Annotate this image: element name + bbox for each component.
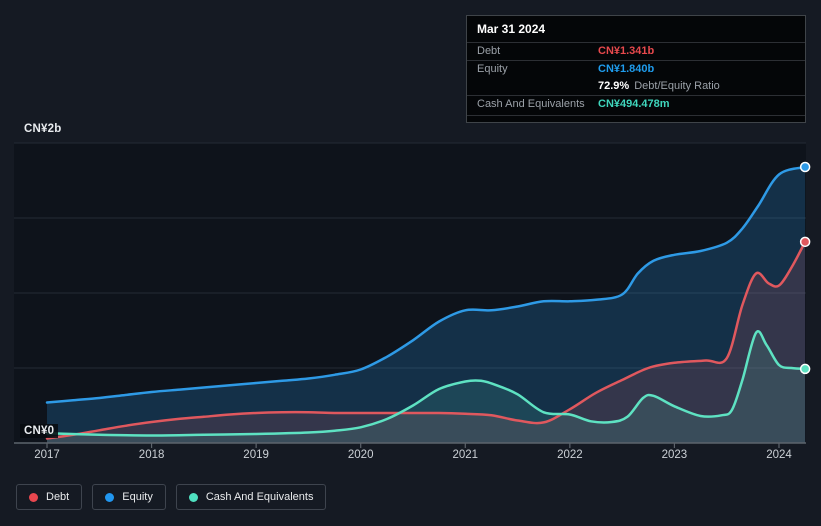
legend-label-cash: Cash And Equivalents [205, 491, 314, 503]
debt-dot-icon [29, 492, 38, 502]
debt-end-marker [799, 236, 811, 248]
tooltip-ratio-label: Debt/Equity Ratio [634, 80, 720, 92]
tooltip-debt-label: Debt [477, 45, 501, 57]
hover-tooltip: Mar 31 2024 Debt CN¥1.341b Equity CN¥1.8… [466, 15, 806, 123]
x-tick-label-2024: 2024 [766, 449, 792, 461]
cash-and-equivalents-area [47, 331, 806, 443]
cash-dot-icon [188, 492, 198, 502]
tooltip-row-debt: Debt CN¥1.341b [467, 42, 805, 60]
legend-label-debt: Debt [46, 491, 70, 503]
tooltip-row-equity: Equity CN¥1.840b [467, 60, 805, 78]
x-tick-label-2018: 2018 [138, 449, 165, 461]
cash-and-equivalents-line [45, 330, 807, 437]
tooltip-equity-label: Equity [477, 63, 508, 75]
legend-item-debt[interactable]: Debt [16, 484, 83, 510]
chart-legend: Debt Equity Cash And Equivalents [16, 484, 327, 510]
tooltip-row-ratio: 72.9% Debt/Equity Ratio [467, 78, 805, 95]
tooltip-cash-label: Cash And Equivalents [477, 98, 585, 110]
x-tick-label-2023: 2023 [661, 449, 688, 461]
x-axis-line [14, 442, 806, 448]
x-tick-label-2020: 2020 [347, 449, 374, 461]
legend-item-equity[interactable]: Equity [92, 484, 166, 510]
y-axis-top-label: CN¥2b [24, 123, 62, 135]
tooltip-equity-value: CN¥1.840b [598, 63, 655, 75]
gridlines [14, 142, 806, 369]
series-end-markers [799, 161, 811, 375]
debt-area [47, 241, 806, 443]
debt-line [45, 240, 807, 440]
x-tick-label-2021: 2021 [452, 449, 479, 461]
cash-and-equivalents-end-marker [799, 363, 811, 375]
tooltip-debt-value: CN¥1.341b [598, 45, 655, 57]
series-area-fills [47, 167, 806, 443]
tooltip-row-cash: Cash And Equivalents CN¥494.478m [467, 95, 805, 116]
x-tick-label-2019: 2019 [243, 449, 269, 461]
x-tick-label-2022: 2022 [557, 449, 583, 461]
equity-dot-icon [105, 492, 115, 502]
series-lines [45, 165, 807, 440]
tooltip-ratio-value: 72.9% [598, 80, 630, 92]
tooltip-date: Mar 31 2024 [477, 22, 546, 36]
equity-area [47, 167, 806, 443]
x-tick-label-2017: 2017 [34, 449, 60, 461]
y-axis-zero-label: CN¥0 [20, 424, 59, 438]
equity-line [45, 165, 807, 404]
legend-label-equity: Equity [122, 491, 153, 503]
legend-item-cash[interactable]: Cash And Equivalents [175, 484, 327, 510]
tooltip-cash-value: CN¥494.478m [598, 98, 670, 110]
equity-end-marker [799, 161, 811, 173]
